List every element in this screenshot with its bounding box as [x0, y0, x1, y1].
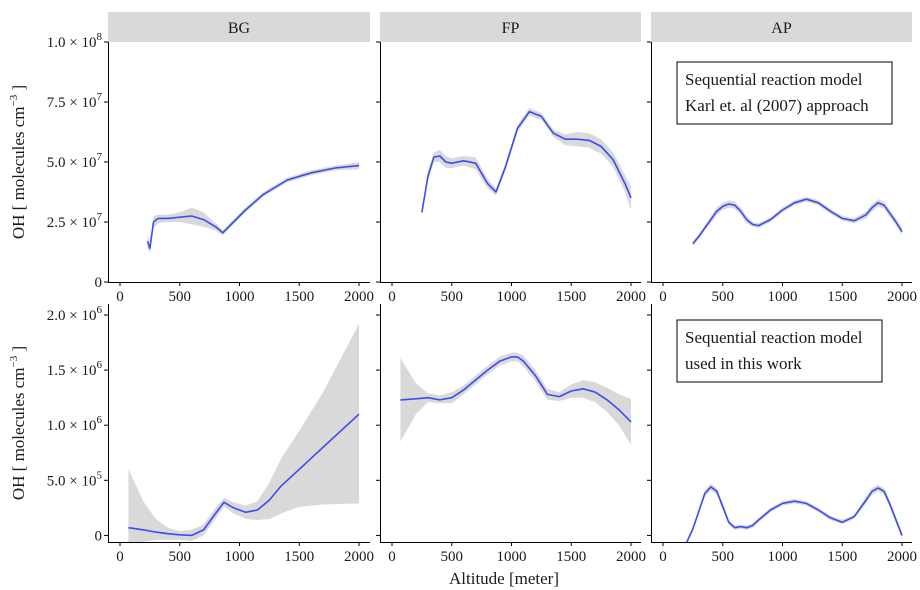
- x-tick-label: 1000: [768, 549, 798, 565]
- x-tick-label: 500: [712, 289, 735, 305]
- confidence-band: [147, 162, 359, 254]
- x-tick-label: 500: [441, 289, 464, 305]
- x-tick-label: 0: [659, 549, 667, 565]
- y-tick-label: 1.0 × 108: [47, 31, 103, 51]
- x-tick-label: 500: [169, 289, 192, 305]
- annotation-text: Karl et. al (2007) approach: [685, 96, 869, 115]
- confidence-band: [692, 196, 902, 246]
- series-ap: [692, 196, 903, 246]
- annotation-box-row2: [676, 319, 883, 383]
- panel-row2-bg: 0 500 1000 1500 2000: [104, 304, 374, 565]
- x-tick-label: 2000: [616, 549, 646, 565]
- series-bg: [128, 323, 360, 542]
- annotation-box-row1: [676, 61, 893, 125]
- x-tick-label: 0: [659, 289, 667, 305]
- panel-row1-ap: 0 500 1000 1500 2000: [647, 41, 917, 305]
- y-tick-label: 0: [95, 275, 103, 291]
- y-tick-label: 7.5 × 107: [47, 91, 103, 111]
- strip-ap: [651, 12, 912, 42]
- x-tick-label: 1500: [556, 289, 586, 305]
- smooth-line: [692, 198, 903, 245]
- strip-label-fp: FP: [502, 20, 520, 37]
- panel-row1-bg: 0 500 1000 1500 2000: [104, 41, 374, 305]
- annotation-text: Sequential reaction model: [685, 328, 863, 347]
- series-ap: [686, 483, 903, 542]
- panel-row1-fp: 0 500 1000 1500 2000: [376, 41, 646, 305]
- y-tick-label: 2.0 × 106: [47, 304, 103, 324]
- y-tick-label: 0: [95, 528, 103, 544]
- x-tick-label: 2000: [887, 289, 917, 305]
- smooth-line: [686, 486, 903, 542]
- y-axis-title-row2: OH [ molecules cm−3 ]: [8, 346, 28, 500]
- x-tick-label: 500: [441, 549, 464, 565]
- strip-label-bg: BG: [228, 20, 251, 37]
- y-tick-label: 1.5 × 106: [47, 359, 103, 379]
- x-tick-label: 1500: [556, 549, 586, 565]
- x-tick-label: 1000: [225, 289, 255, 305]
- x-axis-title: Altitude [meter]: [449, 569, 559, 588]
- x-tick-label: 1000: [497, 549, 527, 565]
- x-tick-label: 500: [712, 549, 735, 565]
- x-tick-label: 0: [116, 549, 124, 565]
- y-tick-label: 5.0 × 105: [47, 469, 103, 489]
- x-tick-label: 1000: [497, 289, 527, 305]
- x-tick-label: 1000: [225, 549, 255, 565]
- x-tick-label: 0: [116, 289, 124, 305]
- x-tick-label: 0: [388, 289, 396, 305]
- smooth-line: [128, 413, 360, 537]
- x-tick-label: 2000: [887, 549, 917, 565]
- x-tick-label: 1500: [284, 289, 314, 305]
- y-axis-title-row1: OH [ molecules cm−3 ]: [8, 85, 28, 239]
- y-tick-label: 2.5 × 107: [47, 211, 103, 231]
- annotations: Sequential reaction model Karl et. al (20…: [676, 61, 893, 383]
- x-tick-label: 1000: [768, 289, 798, 305]
- x-tick-label: 0: [388, 549, 396, 565]
- annotation-text: used in this work: [685, 354, 802, 373]
- x-tick-label: 2000: [344, 549, 374, 565]
- panel-row2-fp: 0 500 1000 1500 2000: [376, 304, 646, 565]
- smooth-line: [146, 164, 360, 250]
- panel-row2-ap: 0 500 1000 1500 2000: [647, 304, 917, 565]
- series-fp: [421, 108, 632, 215]
- x-tick-label: 1500: [284, 549, 314, 565]
- confidence-band: [421, 108, 631, 215]
- confidence-band: [128, 323, 359, 542]
- smooth-line: [421, 110, 632, 213]
- confidence-band: [686, 483, 902, 542]
- x-tick-label: 2000: [616, 289, 646, 305]
- strip-bg: [108, 12, 370, 42]
- x-tick-label: 500: [169, 549, 192, 565]
- plot-panels: 0 500 1000 1500 2000 0 500 1000 1500 2000 0 500 1000…: [104, 41, 917, 565]
- annotation-text: Sequential reaction model: [685, 70, 863, 89]
- series-fp: [400, 352, 632, 445]
- x-tick-label: 1500: [827, 549, 857, 565]
- strip-label-ap: AP: [771, 20, 792, 37]
- y-axis-labels: OH [ molecules cm−3 ] 0 2.5 × 107 5.0 × 107…: [8, 31, 103, 544]
- x-tick-label: 2000: [344, 289, 374, 305]
- series-bg: [146, 162, 360, 254]
- x-tick-label: 1500: [827, 289, 857, 305]
- y-tick-label: 5.0 × 107: [47, 151, 103, 171]
- y-tick-label: 1.0 × 106: [47, 414, 103, 434]
- strip-fp: [380, 12, 641, 42]
- smooth-line: [400, 356, 632, 423]
- panel-strips: BG FP AP: [108, 12, 912, 42]
